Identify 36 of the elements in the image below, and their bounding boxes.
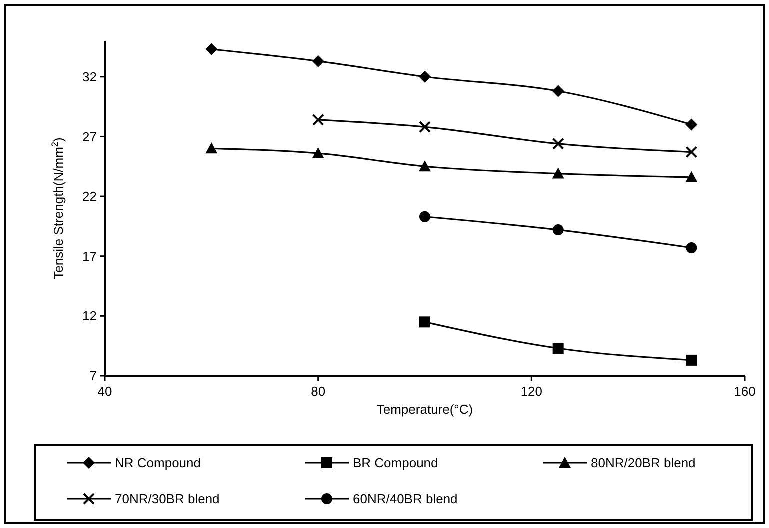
point xyxy=(419,121,431,134)
x-tick-label: 160 xyxy=(734,384,756,399)
legend-label: NR Compound xyxy=(115,456,201,471)
x-tick-label: 40 xyxy=(98,384,112,399)
y-tick-label: 27 xyxy=(82,129,97,144)
legend-label: BR Compound xyxy=(353,456,438,471)
point xyxy=(686,242,698,254)
point xyxy=(420,316,430,328)
legend-label: 60NR/40BR blend xyxy=(353,492,458,507)
x-axis-title: Temperature(°C) xyxy=(376,402,474,417)
point xyxy=(312,147,324,158)
point xyxy=(686,146,698,158)
point xyxy=(686,354,698,366)
point xyxy=(552,168,564,179)
point xyxy=(552,342,564,354)
y-tick-label: 12 xyxy=(82,308,97,324)
legend-label: 70NR/30BR blend xyxy=(115,492,220,507)
point xyxy=(686,171,698,182)
point xyxy=(552,85,564,98)
legend-label: 80NR/20BR blend xyxy=(591,456,696,471)
y-tick-label: 7 xyxy=(90,368,97,384)
point xyxy=(206,142,218,154)
y-tick-label: 32 xyxy=(82,69,97,84)
point xyxy=(206,43,218,56)
point xyxy=(312,114,324,126)
x-tick-label: 80 xyxy=(311,384,326,399)
point xyxy=(312,55,324,68)
y-tick-label: 22 xyxy=(82,189,97,204)
point xyxy=(686,118,698,131)
point xyxy=(552,138,564,150)
point xyxy=(419,70,431,83)
y-tick-label: 17 xyxy=(82,248,97,264)
point xyxy=(552,224,564,236)
x-tick-label: 120 xyxy=(520,384,543,399)
point xyxy=(420,211,430,222)
point xyxy=(419,160,431,172)
